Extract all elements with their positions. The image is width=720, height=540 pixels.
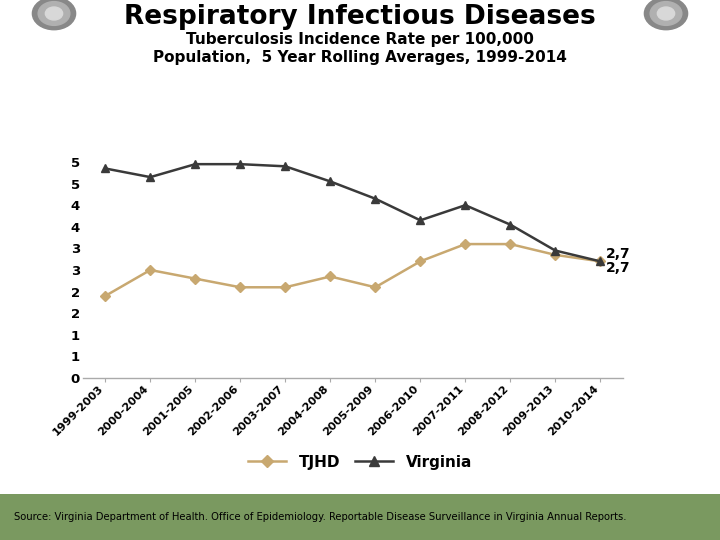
Legend: TJHD, Virginia: TJHD, Virginia [242,448,478,476]
Text: 2,7: 2,7 [606,261,630,275]
Text: Respiratory Infectious Diseases: Respiratory Infectious Diseases [124,4,596,30]
Text: Tuberculosis Incidence Rate per 100,000
Population,  5 Year Rolling Averages, 19: Tuberculosis Incidence Rate per 100,000 … [153,32,567,65]
Text: Source: Virginia Department of Health. Office of Epidemiology. Reportable Diseas: Source: Virginia Department of Health. O… [14,512,627,522]
Text: 2,7: 2,7 [606,247,630,261]
